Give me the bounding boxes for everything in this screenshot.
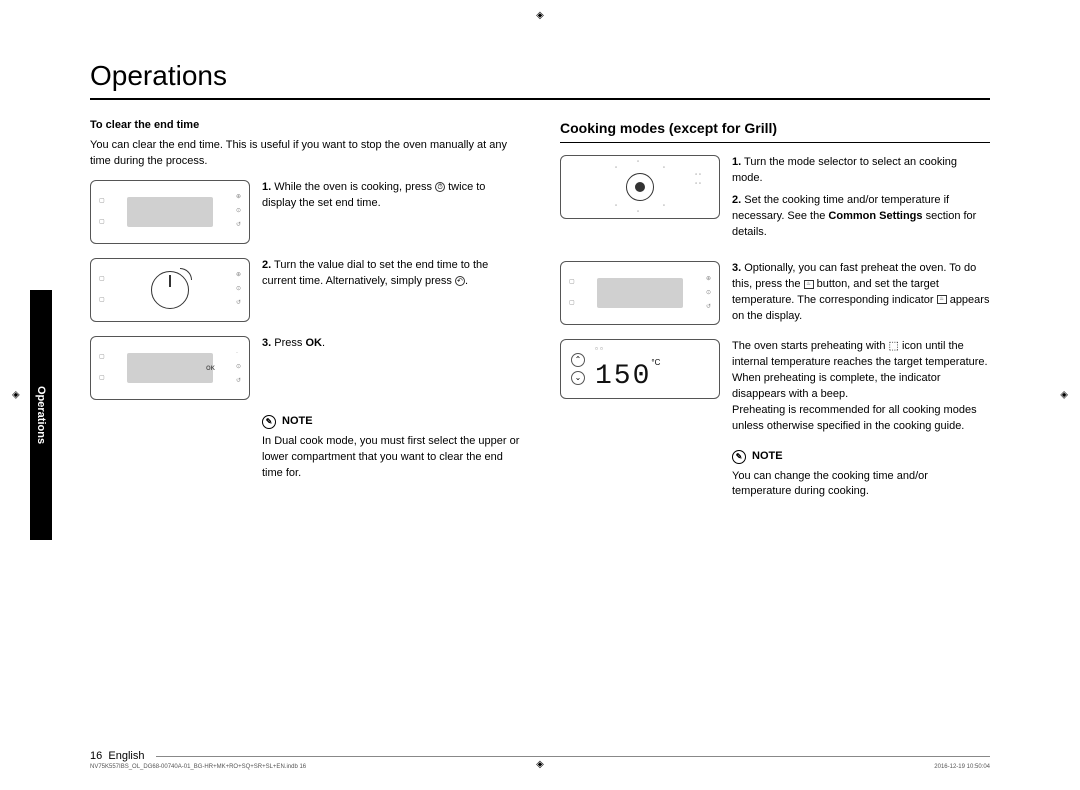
- step-text-b: .: [465, 275, 468, 287]
- clock-icon: ⏱: [435, 182, 445, 192]
- control-panel-diagram-1: ▢▢ ⊕⊙↺: [90, 180, 250, 244]
- mode-dial-icon: [626, 173, 654, 201]
- step-bold: OK: [305, 337, 322, 349]
- right-step-3: ▢▢ ⊕⊙↺ 3. Optionally, you can fast prehe…: [560, 261, 990, 325]
- right-body-text: The oven starts preheating with ⬚ icon u…: [732, 339, 990, 435]
- ok-label-icon: OK: [206, 365, 215, 374]
- step-text: 2. Turn the value dial to set the end ti…: [262, 258, 520, 322]
- note-label: NOTE: [282, 414, 313, 430]
- step-num: 3.: [732, 262, 741, 274]
- preheat-indicator-icon: ♨: [937, 295, 947, 304]
- temp-value: 150: [595, 361, 651, 392]
- step-num: 3.: [262, 337, 271, 349]
- right-section-head: Cooking modes (except for Grill): [560, 118, 990, 143]
- left-column: To clear the end time You can clear the …: [90, 118, 520, 500]
- print-timestamp: 2016-12-19 10:50:04: [934, 764, 990, 770]
- step-text-b: .: [322, 337, 325, 349]
- panel-icons-right: ·⊙↺: [236, 349, 241, 387]
- right-steps-list: 1. Turn the mode selector to select an c…: [732, 155, 990, 241]
- right-temp-row: ⌃ ⌄ ▫ ▫ 150°C The oven starts preheating…: [560, 339, 990, 435]
- panel-icons-left: ▢▢: [569, 274, 575, 312]
- page-title: Operations: [90, 60, 990, 92]
- list-item: 1. Turn the mode selector to select an c…: [732, 155, 990, 187]
- temp-display-diagram: ⌃ ⌄ ▫ ▫ 150°C: [560, 339, 720, 399]
- note-header: ✎ NOTE: [262, 414, 520, 430]
- print-footer: NV75K557IBS_OL_DG68-00740A-01_BG-HR+MK+R…: [90, 764, 990, 770]
- side-tab: Operations: [30, 290, 52, 540]
- panel-small-icons: ▫ ▫▫ ▫: [695, 171, 701, 188]
- note-header: ✎ NOTE: [732, 449, 990, 465]
- step-bold: Common Settings: [828, 210, 922, 222]
- control-panel-diagram-2: ▢▢ ⊕⊙↺: [90, 258, 250, 322]
- print-mark-top: ◈: [536, 10, 544, 21]
- page-content: Operations To clear the end time You can…: [90, 60, 990, 760]
- left-step-3: ▢▢ OK ·⊙↺ 3. Press OK.: [90, 336, 520, 400]
- step-num: 2.: [262, 259, 271, 271]
- print-mark-left: ◈: [12, 390, 20, 401]
- back-icon: ↶: [455, 276, 465, 286]
- temp-up-icon: ⌃: [571, 353, 585, 367]
- temp-down-icon: ⌄: [571, 371, 585, 385]
- note-text: In Dual cook mode, you must first select…: [262, 434, 520, 482]
- step-text: 3. Press OK.: [262, 336, 520, 400]
- preheat-button-icon: ♨: [804, 280, 814, 289]
- page-lang: English: [108, 750, 144, 762]
- lcd-placeholder: [127, 197, 213, 227]
- title-rule: [90, 98, 990, 100]
- mode-ring-icon: ▫ ▫ ▫ ▫ ▫ ▫: [615, 162, 665, 212]
- note-icon: ✎: [732, 450, 746, 464]
- step-text: Turn the mode selector to select an cook…: [732, 156, 957, 184]
- left-subhead: To clear the end time: [90, 118, 520, 134]
- list-item: 2. Set the cooking time and/or temperatu…: [732, 193, 990, 241]
- print-mark-right: ◈: [1060, 390, 1068, 401]
- footer-rule: [156, 756, 990, 757]
- step-text-a: While the oven is cooking, press: [274, 181, 435, 193]
- panel-icons-right: ⊕⊙↺: [236, 193, 241, 231]
- mode-selector-diagram: ▫ ▫ ▫ ▫ ▫ ▫ ▫ ▫▫ ▫: [560, 155, 720, 219]
- columns: To clear the end time You can clear the …: [90, 118, 990, 500]
- step-text: 1. While the oven is cooking, press ⏱ tw…: [262, 180, 520, 244]
- control-panel-diagram-4: ▢▢ ⊕⊙↺: [560, 261, 720, 325]
- panel-icons-left: ▢▢: [99, 349, 105, 387]
- step-text-a: Press: [274, 337, 305, 349]
- page-number: 16: [90, 750, 102, 762]
- panel-icons-left: ▢▢: [99, 193, 105, 231]
- page-footer: 16 English: [90, 750, 990, 762]
- left-step-1: ▢▢ ⊕⊙↺ 1. While the oven is cooking, pre…: [90, 180, 520, 244]
- dial-arrow-icon: [180, 268, 192, 280]
- left-intro: You can clear the end time. This is usef…: [90, 138, 520, 170]
- value-dial-icon: [151, 271, 189, 309]
- body-para: Preheating is recommended for all cookin…: [732, 403, 990, 435]
- left-step-2: ▢▢ ⊕⊙↺ 2. Turn the value dial to set the…: [90, 258, 520, 322]
- right-column: Cooking modes (except for Grill) ▫ ▫ ▫ ▫…: [560, 118, 990, 500]
- panel-icons-right: ⊕⊙↺: [236, 271, 241, 309]
- note-text: You can change the cooking time and/or t…: [732, 469, 990, 501]
- right-note-block: ✎ NOTE You can change the cooking time a…: [732, 449, 990, 501]
- panel-icons-right: ⊕⊙↺: [706, 274, 711, 312]
- body-para: The oven starts preheating with ⬚ icon u…: [732, 339, 990, 371]
- step-num: 1.: [262, 181, 271, 193]
- step-text-block: 1. Turn the mode selector to select an c…: [732, 155, 990, 247]
- right-step-1: ▫ ▫ ▫ ▫ ▫ ▫ ▫ ▫▫ ▫ 1. Turn the mode sele…: [560, 155, 990, 247]
- step-num: 2.: [732, 194, 741, 206]
- note-icon: ✎: [262, 415, 276, 429]
- temp-readout: ▫ ▫ 150°C: [595, 341, 660, 398]
- side-tab-label: Operations: [35, 386, 47, 444]
- note-label: NOTE: [752, 449, 783, 465]
- body-para: When preheating is complete, the indicat…: [732, 371, 990, 403]
- panel-icons-left: ▢▢: [99, 271, 105, 309]
- temp-buttons-icon: ⌃ ⌄: [571, 353, 585, 385]
- temp-unit: °C: [651, 358, 660, 367]
- step-num: 1.: [732, 156, 741, 168]
- print-file: NV75K557IBS_OL_DG68-00740A-01_BG-HR+MK+R…: [90, 764, 306, 770]
- lcd-placeholder: [597, 278, 683, 308]
- control-panel-diagram-3: ▢▢ OK ·⊙↺: [90, 336, 250, 400]
- step-text: 3. Optionally, you can fast preheat the …: [732, 261, 990, 325]
- left-note-block: ✎ NOTE In Dual cook mode, you must first…: [262, 414, 520, 482]
- lcd-placeholder: [127, 353, 213, 383]
